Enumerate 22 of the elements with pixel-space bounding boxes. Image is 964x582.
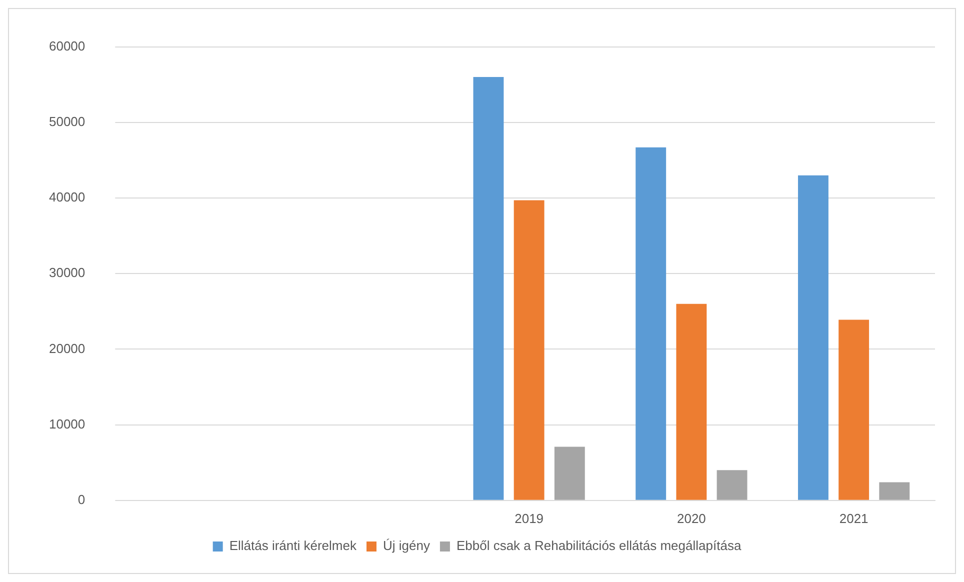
y-tick-label: 60000	[48, 38, 86, 54]
legend-label: Új igény	[382, 538, 430, 554]
bar	[636, 147, 666, 500]
bar	[514, 200, 544, 500]
bar	[554, 446, 585, 500]
x-tick-label: 2020	[676, 510, 706, 526]
y-tick-label: 30000	[48, 265, 86, 280]
bar	[879, 482, 910, 500]
x-tick-label: 2021	[839, 510, 868, 526]
bar	[473, 77, 504, 500]
bar	[676, 304, 707, 500]
x-tick-label: 2019	[514, 510, 544, 526]
bar	[838, 320, 870, 500]
y-tick-label: 50000	[48, 114, 86, 129]
y-tick-label: 0	[78, 492, 86, 507]
bar	[798, 175, 828, 500]
y-tick-label: 10000	[48, 416, 86, 432]
y-tick-label: 20000	[48, 340, 86, 356]
y-tick-label: 40000	[48, 190, 86, 205]
legend-label: Ebből csak a Rehabilitációs ellátás megállapítása	[456, 538, 742, 554]
bar	[716, 470, 748, 500]
legend-label: Ellátás iránti kérelmek	[229, 538, 357, 554]
